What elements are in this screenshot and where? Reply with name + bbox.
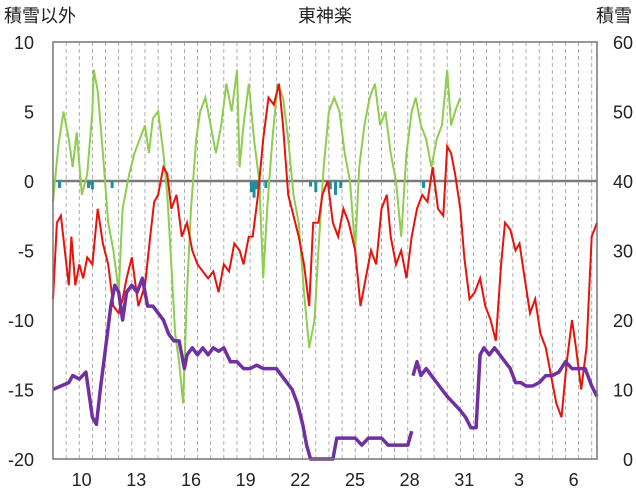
precip-bar <box>110 181 114 188</box>
right-tick-label: 50 <box>613 103 633 123</box>
snow-depth-line <box>52 276 414 461</box>
min-temp-line <box>52 83 598 418</box>
left-tick-label: -10 <box>8 311 34 331</box>
x-tick-label: 10 <box>72 470 92 490</box>
right-tick-label: 0 <box>623 450 633 470</box>
right-axis-title: 積雪 <box>596 6 632 27</box>
precip-bar <box>86 181 90 188</box>
right-tick-label: 20 <box>613 311 633 331</box>
chart-title: 東神楽 <box>298 6 352 27</box>
precip-bar <box>90 181 94 190</box>
left-tick-label: 5 <box>24 103 34 123</box>
precip-bar <box>314 181 318 193</box>
precip-bar <box>252 181 256 198</box>
x-tick-label: 16 <box>181 470 201 490</box>
x-tick-label: 3 <box>514 470 524 490</box>
x-tick-label: 6 <box>569 470 579 490</box>
precip-bar <box>264 181 268 188</box>
x-tick-label: 31 <box>454 470 474 490</box>
precip-bar <box>422 181 426 188</box>
left-tick-label: 0 <box>24 172 34 192</box>
x-tick-label: 28 <box>400 470 420 490</box>
right-tick-label: 30 <box>613 242 633 262</box>
max-temp-line <box>52 69 462 404</box>
grid-lines <box>53 42 597 459</box>
left-tick-label: -20 <box>8 450 34 470</box>
snow-depth-line <box>411 346 599 430</box>
precip-bar <box>309 181 313 187</box>
right-tick-label: 10 <box>613 381 633 401</box>
plot-frame <box>52 41 598 460</box>
right-tick-label: 40 <box>613 172 633 192</box>
precip-bar <box>255 181 259 190</box>
precip-bars <box>58 181 426 198</box>
x-tick-label: 19 <box>236 470 256 490</box>
precip-bar <box>328 181 332 190</box>
x-tick-label: 22 <box>290 470 310 490</box>
left-tick-label: -5 <box>18 242 34 262</box>
left-tick-label: -15 <box>8 381 34 401</box>
left-tick-label: 10 <box>14 33 34 53</box>
precip-bar <box>334 181 338 195</box>
precip-bar <box>339 181 343 188</box>
x-tick-label: 13 <box>126 470 146 490</box>
precip-bar <box>58 181 62 188</box>
series-lines <box>52 69 599 461</box>
precip-bar <box>249 181 253 193</box>
left-axis-title: 積雪以外 <box>4 6 76 27</box>
x-tick-label: 25 <box>345 470 365 490</box>
right-tick-label: 60 <box>613 33 633 53</box>
